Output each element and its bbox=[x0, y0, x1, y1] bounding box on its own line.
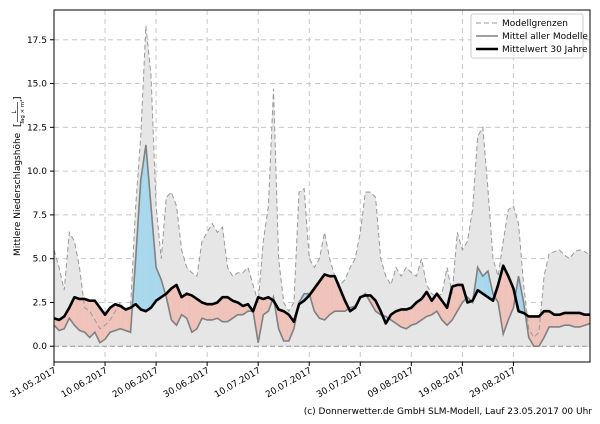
x-tick-label-9: 29.08.2017 bbox=[468, 366, 518, 400]
diff-fill-98 bbox=[554, 315, 559, 327]
x-tick-label-3: 30.06.2017 bbox=[162, 366, 212, 400]
y-tick-label-2: 5.0 bbox=[33, 255, 48, 265]
y-tick-label-6: 15.0 bbox=[27, 80, 47, 90]
y-tick-label-0: 0.0 bbox=[33, 342, 48, 352]
diff-fill-14 bbox=[125, 308, 130, 333]
diff-fill-30 bbox=[207, 304, 212, 320]
x-tick-label-4: 10.07.2017 bbox=[213, 366, 263, 400]
diff-fill-27 bbox=[192, 295, 197, 332]
legend: Modellgrenzen Mittel aller Modelle Mittelw… bbox=[471, 14, 588, 58]
diff-fill-5 bbox=[80, 299, 85, 332]
y-tick-label-3: 7.5 bbox=[33, 211, 47, 221]
x-tick-label-5: 20.07.2017 bbox=[264, 366, 314, 400]
y-axis-label-bracket-close: ] bbox=[13, 96, 23, 100]
diff-fill-68 bbox=[401, 309, 406, 328]
diff-fill-54 bbox=[330, 276, 335, 315]
y-tick-label-4: 10.0 bbox=[27, 167, 47, 177]
diff-fill-53 bbox=[325, 274, 330, 320]
diff-fill-12 bbox=[115, 304, 120, 330]
x-tick-label-6: 30.07.2017 bbox=[315, 366, 365, 400]
y-tick-label-7: 17.5 bbox=[27, 36, 47, 46]
y-axis-ticks: 0.0 2.5 5.0 7.5 10.0 12.5 15.0 17.5 bbox=[27, 36, 54, 352]
diff-fill-100 bbox=[564, 313, 569, 325]
copyright-footer: (c) Donnerwetter.de GmbH SLM-Modell, Lau… bbox=[304, 407, 592, 417]
x-tick-label-0: 31.05.2017 bbox=[9, 366, 59, 400]
x-tick-label-8: 19.08.2017 bbox=[417, 366, 467, 400]
diff-fill-94 bbox=[534, 316, 539, 346]
y-tick-label-1: 2.5 bbox=[33, 298, 47, 308]
diff-fill-33 bbox=[222, 297, 227, 322]
diff-fill-6 bbox=[85, 299, 90, 338]
y-tick-label-5: 12.5 bbox=[27, 123, 47, 133]
x-tick-label-2: 20.06.2017 bbox=[111, 366, 161, 400]
legend-label-1: Mittel aller Modelle bbox=[502, 32, 588, 42]
legend-label-2: Mittelwert 30 Jahre bbox=[502, 45, 588, 55]
y-axis-unit-denominator: Tag × m² bbox=[19, 100, 26, 126]
y-axis-unit-numerator: L bbox=[11, 110, 18, 114]
legend-label-0: Modellgrenzen bbox=[502, 19, 568, 29]
diff-fill-102 bbox=[575, 313, 580, 327]
diff-fill-23 bbox=[171, 285, 176, 325]
y-axis-label-text: Mittlere Niederschlagshöhe bbox=[13, 132, 23, 256]
x-tick-label-7: 09.08.2017 bbox=[366, 366, 416, 400]
x-tick-label-1: 10.06.2017 bbox=[60, 366, 110, 400]
